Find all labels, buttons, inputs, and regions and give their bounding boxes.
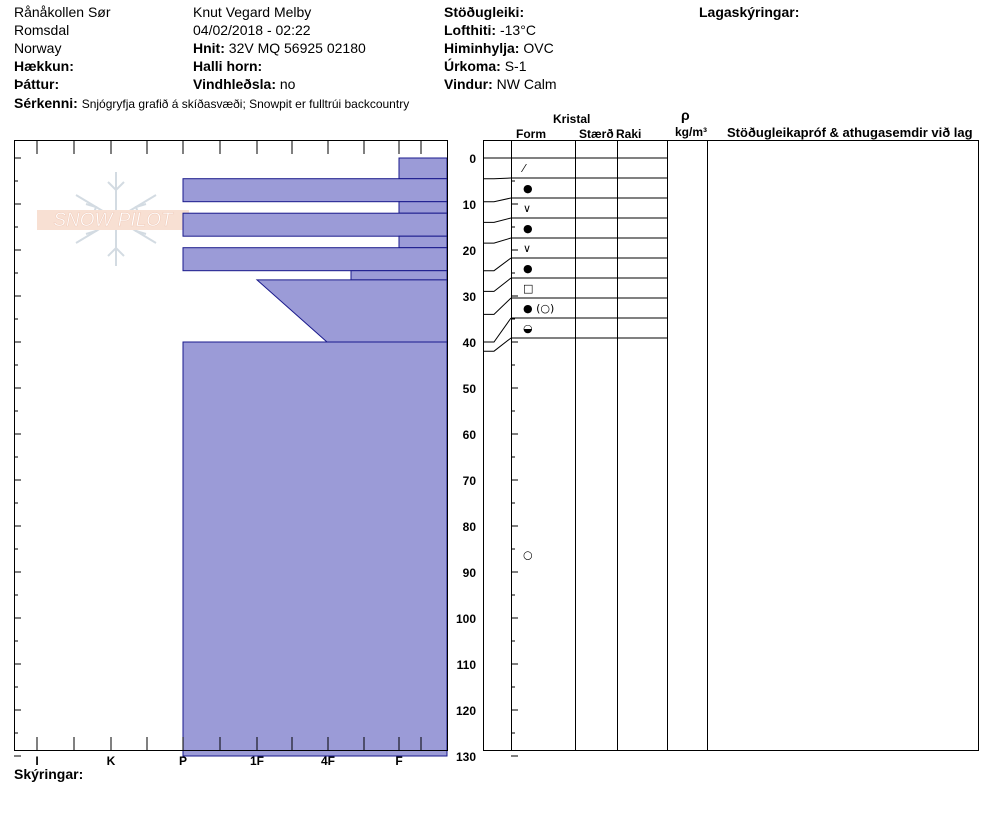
hardness-bar — [182, 341, 448, 757]
grain-form-symbol: ● — [523, 222, 533, 235]
snowpilot-logo: SNOW PILOT — [37, 172, 189, 266]
form-header: Form — [516, 127, 546, 141]
hardness-bar — [398, 201, 448, 214]
layer-connector — [484, 177, 512, 180]
layer-connector — [484, 317, 512, 343]
depth-tick-label: 90 — [463, 566, 477, 580]
region-name: Romsdal — [14, 22, 70, 38]
depth-tick-label: 80 — [463, 520, 477, 534]
features-label: Sérkenni: — [14, 95, 78, 111]
depth-tick-label: 40 — [463, 336, 477, 350]
layer-lines — [484, 157, 667, 352]
sky-value: OVC — [523, 40, 554, 56]
hardness-bar — [350, 270, 448, 281]
wind-label: Vindur: — [444, 76, 493, 92]
hardness-bar — [398, 157, 448, 180]
hardness-plot-frame — [14, 140, 448, 751]
logo-text: SNOW PILOT — [53, 210, 174, 231]
hardness-bar — [398, 235, 448, 249]
precip-row: Úrkoma: S-1 — [444, 58, 526, 74]
wind-value: NW Calm — [496, 76, 557, 92]
air-temp-label: Lofthiti: — [444, 22, 497, 38]
coordinates-value: 32V MQ 56925 02180 — [228, 40, 366, 56]
hardness-tick-label: I — [35, 754, 38, 768]
hardness-tick-label: 4F — [321, 754, 335, 768]
observation-datetime: 04/02/2018 - 02:22 — [193, 22, 311, 38]
density-symbol: ρ — [681, 107, 690, 123]
grain-form-symbol: ● — [523, 262, 533, 275]
depth-tick-label: 10 — [463, 198, 477, 212]
aspect-label: Þáttur: — [14, 76, 60, 92]
grain-form-symbol: ● (○) — [523, 302, 554, 315]
hardness-bar — [255, 279, 448, 343]
location-name: Rånåkollen Sør — [14, 4, 111, 20]
layer-connector — [484, 257, 512, 272]
precip-label: Úrkoma: — [444, 58, 501, 74]
grain-form-symbol: ● — [523, 182, 533, 195]
grain-form-symbol: ∨ — [523, 202, 531, 215]
sky-row: Himinhylja: OVC — [444, 40, 554, 56]
hardness-tick-label: F — [395, 754, 402, 768]
size-header: Stærð — [579, 127, 614, 141]
moisture-header: Raki — [616, 127, 642, 141]
depth-tick-labels: 0 10 20 30 40 50 60 70 80 90 100 110 120 130 — [456, 152, 476, 764]
grain-form-symbol: □ — [523, 282, 533, 295]
depth-tick-label: 100 — [456, 612, 476, 626]
legend-label: Skýringar: — [14, 766, 84, 782]
depth-tick-label: 20 — [463, 244, 477, 258]
hardness-tick-label: 1F — [250, 754, 264, 768]
grain-form-symbol: ∨ — [523, 242, 531, 255]
hardness-tick-labels: I K P 1F 4F F — [35, 754, 402, 768]
depth-tick-label: 110 — [457, 658, 477, 672]
depth-tick-label: 30 — [463, 290, 477, 304]
coordinates-row: Hnit: 32V MQ 56925 02180 — [193, 40, 366, 56]
depth-tick-label: 0 — [469, 152, 476, 166]
wind-loading-label: Vindhleðsla: — [193, 76, 276, 92]
grain-form-symbol: ◒ — [523, 322, 533, 335]
elevation-label: Hækkun: — [14, 58, 74, 74]
grain-form-symbols: ⁄ ● ∨ ● ∨ ● □ ● (○) ◒ ○ — [520, 162, 554, 562]
air-temp-value: -13°C — [499, 22, 536, 38]
layer-connector — [484, 297, 512, 315]
comments-header: Stöðugleikapróf & athugasemdir við lag — [727, 125, 973, 140]
observer-name: Knut Vegard Melby — [193, 4, 312, 20]
layer-table-frame — [483, 140, 979, 751]
density-unit: kg/m³ — [675, 125, 708, 139]
layer-connector — [484, 277, 512, 292]
layer-connector — [484, 337, 512, 352]
wind-loading-row: Vindhleðsla: no — [193, 76, 295, 92]
country-name: Norway — [14, 40, 62, 56]
layer-notes-label: Lagaskýringar: — [699, 4, 800, 20]
features-row: Sérkenni: Snjógryfja grafið á skíðasvæði… — [14, 95, 409, 112]
axis-ticks — [14, 140, 518, 757]
stability-label: Stöðugleiki: — [444, 4, 525, 20]
layer-connector — [484, 197, 512, 203]
hardness-bar — [182, 178, 448, 203]
features-value: Snjógryfja grafið á skíðasvæði; Snowpit … — [81, 97, 410, 111]
depth-tick-label: 120 — [456, 704, 476, 718]
grain-form-symbol: ○ — [523, 549, 533, 562]
hardness-bar — [182, 212, 448, 237]
crystal-header: Kristal — [553, 112, 591, 126]
depth-tick-label: 50 — [463, 382, 477, 396]
sky-label: Himinhylja: — [444, 40, 520, 56]
wind-row: Vindur: NW Calm — [444, 76, 557, 92]
coordinates-label: Hnit: — [193, 40, 225, 56]
hardness-tick-label: K — [107, 754, 116, 768]
depth-tick-label: 70 — [463, 474, 477, 488]
logo-banner — [37, 210, 189, 230]
slope-angle-label: Halli horn: — [193, 58, 263, 74]
hardness-tick-label: P — [179, 754, 187, 768]
depth-tick-label: 130 — [456, 750, 476, 764]
wind-loading-value: no — [279, 76, 296, 92]
air-temp-row: Lofthiti: -13°C — [444, 22, 536, 38]
hardness-bar — [182, 247, 448, 272]
hardness-bars — [182, 157, 448, 757]
depth-tick-label: 60 — [463, 428, 477, 442]
layer-connector — [484, 237, 512, 244]
layer-connector — [484, 217, 512, 223]
grain-form-symbol: ⁄ — [520, 162, 527, 175]
precip-value: S-1 — [504, 58, 527, 74]
